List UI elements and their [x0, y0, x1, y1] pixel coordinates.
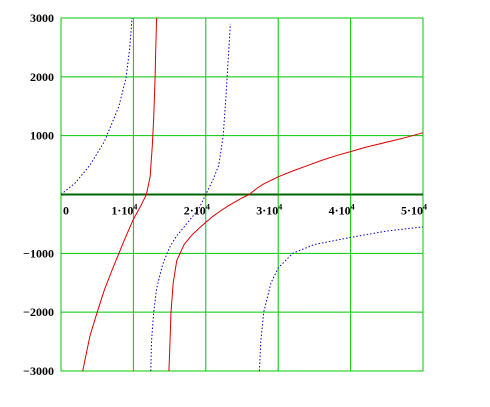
x-tick-label: 5·104	[401, 203, 427, 218]
x-tick-label: 0	[63, 204, 69, 218]
y-tick-label: 2000	[30, 70, 54, 84]
tick-labels: 3000 2000 1000 −1000 −2000 −3000 0 1·104 2·104 3·…	[23, 11, 427, 378]
x-tick-exponent: 4	[206, 203, 210, 212]
x-tick-label: 1·104	[111, 203, 137, 218]
series-2-curve	[258, 226, 424, 372]
series-1-curve	[82, 17, 158, 372]
series-1-curve	[168, 132, 424, 372]
y-tick-label: −2000	[23, 305, 54, 319]
x-tick-exponent: 4	[423, 203, 427, 212]
x-tick-label: 2·104	[184, 203, 210, 218]
y-tick-label: 3000	[30, 11, 54, 25]
grid-lines	[60, 17, 424, 372]
x-tick-exponent: 4	[351, 203, 355, 212]
y-tick-label: −3000	[23, 364, 54, 378]
series-2-curve	[150, 23, 231, 372]
y-tick-label: −1000	[23, 246, 54, 260]
x-tick-label: 4·104	[329, 203, 355, 218]
x-tick-exponent: 4	[133, 203, 137, 212]
y-tick-label: 1000	[30, 129, 54, 143]
series-2-curve	[60, 17, 133, 195]
plot-series	[60, 17, 424, 372]
x-tick-label: 3·104	[256, 203, 282, 218]
x-tick-exponent: 4	[278, 203, 282, 212]
